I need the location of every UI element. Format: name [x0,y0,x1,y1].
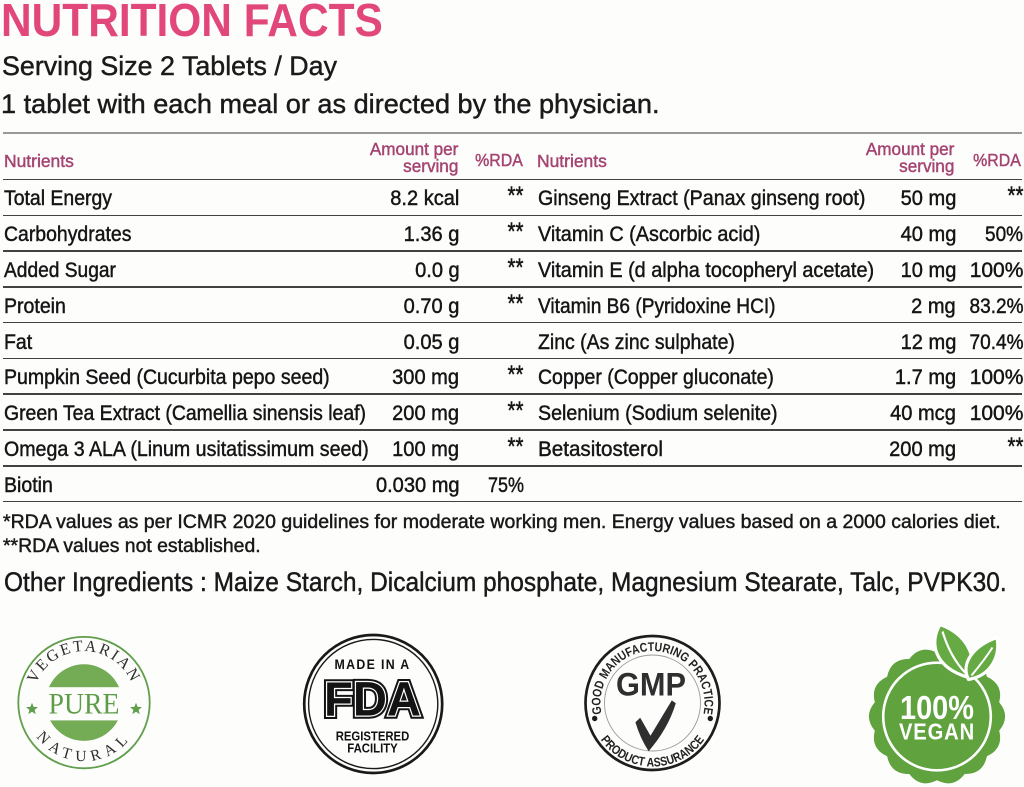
svg-text:100%: 100% [900,689,974,726]
svg-text:FDA: FDA [324,674,421,727]
svg-text:GMP: GMP [616,666,686,702]
svg-text:REGISTERED: REGISTERED [336,728,410,743]
svg-text:PURE: PURE [49,688,120,721]
svg-text:FACILITY: FACILITY [347,740,398,755]
svg-text:FDA: FDA [324,674,421,727]
svg-text:MADE IN A: MADE IN A [335,656,411,672]
svg-text:VEGAN: VEGAN [899,719,975,745]
svg-text:FDA: FDA [324,674,421,727]
